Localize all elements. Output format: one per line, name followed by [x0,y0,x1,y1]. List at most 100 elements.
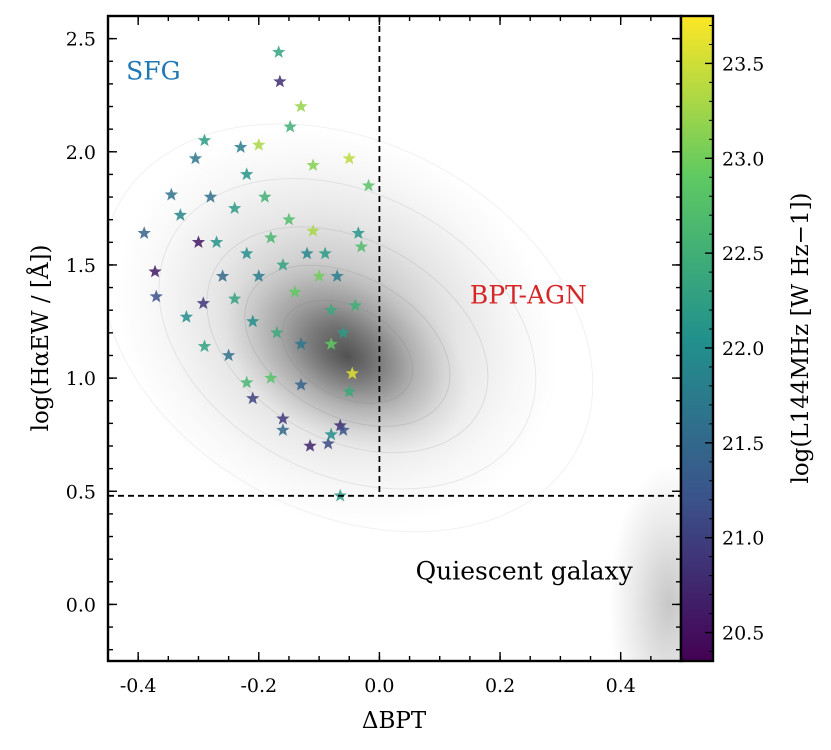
colorbar-tick-label: 23.5 [722,53,764,75]
x-tick-labels: -0.4 -0.2 0.0 0.2 0.4 [120,675,636,697]
colorbar-tick-label: 23.0 [722,148,764,170]
y-tick-label: 0.5 [66,481,96,503]
data-point [333,418,347,432]
density-core [225,260,469,454]
colorbar-tick-label: 21.0 [722,528,764,550]
scatter-points [137,45,376,502]
data-point [306,224,320,237]
data-point [188,151,203,165]
data-point [215,269,230,282]
data-point [288,285,302,298]
data-point [196,296,210,310]
data-point [354,239,368,253]
data-point [273,74,287,88]
data-point [318,246,332,260]
data-point [148,264,162,278]
data-point [276,411,290,425]
y-tick-label: 2.5 [66,29,96,51]
x-tick-label: 0.2 [485,675,515,697]
density-tail [608,464,681,661]
data-point [351,226,365,239]
data-point [191,235,206,248]
data-point [240,246,254,260]
colorbar-tick-label: 22.0 [722,338,764,360]
data-point [149,289,163,303]
data-point [240,375,254,389]
density-contour [108,123,594,533]
x-axis-label: ΔBPT [362,708,427,734]
data-point [361,178,376,192]
y-tick-label: 2.0 [66,142,96,164]
density-background [108,123,681,661]
data-point [336,423,350,436]
data-point [252,138,266,151]
data-point [197,133,212,147]
y-tick-label: 0.0 [66,594,96,616]
region-label-quiescent: Quiescent galaxy [416,557,634,586]
y-axis-label: log(HαEW / [Å]) [26,245,54,432]
data-point [312,269,326,282]
data-point [306,158,320,172]
data-point [345,366,359,380]
colorbar [679,14,715,663]
colorbar-label: log(L144MHz [W Hz−1]) [788,192,814,483]
data-point [276,257,290,271]
colorbar-tick-labels: 20.5 21.0 21.5 22.0 22.5 23.0 23.5 [722,53,764,644]
data-point [283,119,297,133]
data-point [321,436,335,450]
data-point [324,303,338,316]
data-point [342,151,356,165]
data-point [179,310,194,323]
data-point [246,391,260,405]
data-point [137,226,151,239]
region-label-sfg: SFG [126,56,180,85]
data-point [294,377,308,391]
data-point [330,269,344,282]
data-point [252,269,266,282]
x-tick-label: -0.4 [120,675,157,697]
x-tick-label: 0.4 [606,675,636,697]
colorbar-ticks [705,24,713,653]
data-point [276,423,290,436]
x-tick-label: 0.0 [364,675,394,697]
x-tick-label: -0.2 [240,675,277,697]
data-point [221,348,236,362]
data-point [294,99,308,113]
data-point [234,140,248,153]
data-point [228,291,242,305]
data-point [303,439,317,452]
y-tick-labels: 0.0 0.5 1.0 1.5 2.0 2.5 [66,29,96,617]
data-point [294,337,308,350]
data-point [164,187,178,201]
data-point [264,371,278,384]
y-tick-label: 1.0 [66,368,96,390]
colorbar-tick-label: 20.5 [722,623,764,645]
data-point [246,314,260,328]
data-point [228,201,242,215]
data-point [336,325,350,339]
data-point [300,246,314,260]
data-point [272,45,286,58]
colorbar-tick-label: 22.5 [722,243,764,265]
region-label-bpt-agn: BPT-AGN [470,280,587,309]
data-point [342,384,356,398]
data-point [270,325,284,339]
y-tick-label: 1.5 [66,255,96,277]
density-contour [281,299,414,404]
data-point [324,337,338,350]
data-point [209,235,224,248]
data-point [258,190,272,203]
data-point [348,298,362,312]
data-point [240,167,254,181]
density-contour [244,264,451,427]
colorbar-tick-label: 21.5 [722,433,764,455]
density-contour [158,178,537,490]
data-point [324,427,338,441]
data-point [197,339,212,353]
data-point [173,208,188,221]
density-contour [206,226,489,454]
data-point [264,230,278,244]
data-point [282,212,296,226]
classification-dividers [108,16,681,497]
